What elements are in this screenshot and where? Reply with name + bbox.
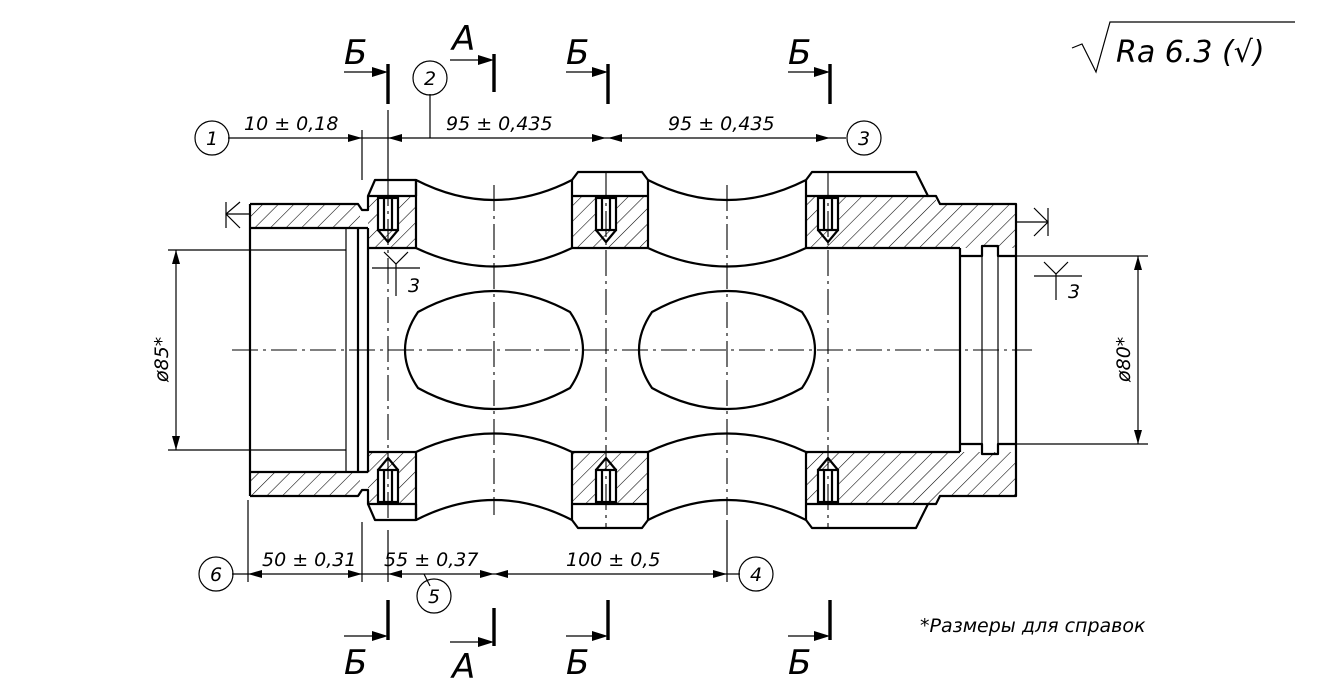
hatch-left-top xyxy=(250,204,360,228)
top-dimensions: 10 ± 0,18 95 ± 0,435 95 ± 0,435 xyxy=(228,94,846,180)
balloon-1: 1 xyxy=(206,128,218,150)
reference-marks: 3 3 xyxy=(225,201,1082,303)
dim-top-2: 95 ± 0,435 xyxy=(446,113,553,135)
section-label-a-top: А xyxy=(450,19,475,59)
section-label-a-bottom: А xyxy=(450,647,475,686)
section-marks: Б А Б Б Б А Б Б xyxy=(344,19,832,686)
section-label-b-6: Б xyxy=(788,643,811,683)
dim-top-3: 95 ± 0,435 xyxy=(668,113,775,135)
section-label-b-1: Б xyxy=(344,33,367,73)
diameter-dimensions: ø85* ø80* xyxy=(151,249,1148,451)
section-label-b-2: Б xyxy=(566,33,589,73)
balloon-5: 5 xyxy=(428,586,440,608)
balloon-6: 6 xyxy=(210,564,222,586)
balloon-3: 3 xyxy=(858,128,870,150)
balloon-4: 4 xyxy=(750,564,762,586)
weld-mark-left: 3 xyxy=(408,275,420,297)
dim-bottom-3: 100 ± 0,5 xyxy=(566,549,660,571)
section-label-b-4: Б xyxy=(344,643,367,683)
hatch-right-top2 xyxy=(936,204,1016,248)
bottom-dimensions: 50 ± 0,31 55 ± 0,37 100 ± 0,5 xyxy=(232,500,740,587)
section-label-b-5: Б xyxy=(566,643,589,683)
dim-top-1: 10 ± 0,18 xyxy=(244,113,338,135)
dim-diameter-left: ø85* xyxy=(151,337,173,383)
roughness-text: Ra 6.3 (√) xyxy=(1116,35,1265,70)
dim-bottom-2: 55 ± 0,37 xyxy=(384,549,478,571)
balloons: 1 2 3 4 5 6 xyxy=(194,60,882,614)
section-label-b-3: Б xyxy=(788,33,811,73)
reference-note: *Размеры для справок xyxy=(920,615,1146,637)
dim-diameter-right: ø80* xyxy=(1113,337,1135,383)
hatch-right-bottom2 xyxy=(936,452,1016,496)
hatch-left-bottom xyxy=(250,472,360,496)
dim-bottom-1: 50 ± 0,31 xyxy=(262,549,356,571)
weld-mark-right: 3 xyxy=(1068,281,1080,303)
part-outline xyxy=(248,170,1018,530)
center-lines xyxy=(232,172,1032,528)
windows xyxy=(403,290,817,410)
roughness-symbol: Ra 6.3 (√) xyxy=(1071,21,1295,74)
balloon-2: 2 xyxy=(424,68,436,90)
